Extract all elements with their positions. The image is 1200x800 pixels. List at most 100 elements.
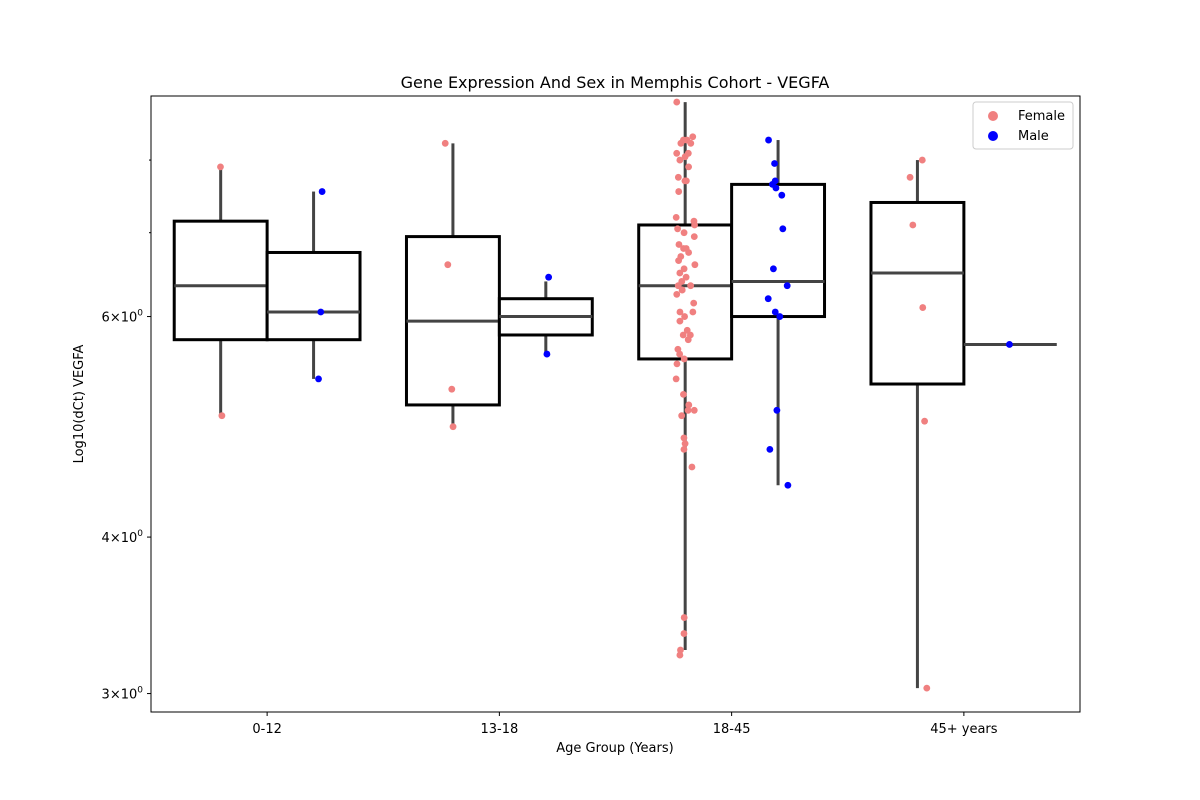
data-point-male — [771, 160, 778, 167]
data-point-female — [684, 406, 692, 414]
x-axis-label: Age Group (Years) — [556, 741, 673, 756]
data-point-female — [676, 308, 684, 316]
x-tick-label: 13-18 — [480, 722, 518, 737]
data-point-male — [766, 445, 774, 453]
data-point-female — [690, 299, 698, 307]
data-point-female — [677, 139, 685, 147]
data-point-male — [779, 225, 787, 233]
data-point-female — [673, 290, 681, 298]
data-point-female — [678, 286, 686, 294]
data-point-female — [676, 317, 684, 325]
data-point-female — [672, 375, 680, 383]
data-point-male — [776, 313, 784, 320]
x-tick-label: 18-45 — [713, 722, 751, 737]
data-point-female — [449, 423, 457, 431]
data-point-female — [676, 350, 684, 358]
data-point-female — [673, 98, 681, 106]
data-point-female — [676, 156, 684, 164]
plot-area — [172, 98, 1057, 692]
data-point-female — [218, 412, 226, 420]
box — [265, 250, 362, 342]
data-point-female — [691, 261, 699, 269]
box-group-male-18-45 — [730, 140, 827, 486]
data-point-female — [677, 646, 684, 654]
data-point-male — [783, 282, 791, 290]
box — [172, 219, 269, 342]
data-point-female — [680, 630, 688, 637]
data-point-female — [674, 282, 682, 290]
data-point-female — [681, 440, 689, 448]
data-point-male — [770, 265, 777, 273]
data-point-female — [680, 355, 688, 363]
chart-title: Gene Expression And Sex in Memphis Cohor… — [401, 73, 830, 92]
data-point-female — [680, 390, 687, 398]
x-tick-label: 45+ years — [930, 722, 998, 737]
data-point-female — [448, 385, 456, 393]
data-point-female — [906, 173, 914, 181]
data-point-male — [765, 136, 772, 144]
data-point-female — [672, 213, 680, 221]
data-point-female — [680, 265, 688, 273]
data-point-female — [690, 233, 698, 240]
data-point-male — [545, 273, 553, 281]
data-point-female — [681, 313, 688, 320]
data-point-female — [680, 614, 688, 621]
data-point-female — [675, 257, 682, 264]
data-point-male — [318, 188, 326, 195]
data-point-female — [689, 308, 697, 316]
data-point-female — [681, 177, 689, 185]
data-point-female — [675, 241, 683, 248]
data-point-female — [687, 282, 695, 290]
x-tick-label: 0-12 — [252, 722, 282, 737]
data-point-male — [772, 184, 780, 192]
data-point-female — [682, 273, 690, 281]
data-point-female — [674, 225, 681, 233]
box-group-male-0-12 — [265, 191, 362, 379]
axes: 0-12 13-18 18-45 45+ years 3×100 4×100 6×100 — [102, 159, 998, 737]
box — [730, 182, 827, 319]
data-point-female — [679, 331, 687, 339]
data-point-female — [691, 221, 698, 229]
box-group-female-0-12 — [172, 166, 269, 416]
data-point-female — [675, 188, 683, 195]
box-group-female-45-years — [869, 160, 966, 689]
y-axis-label: Log10(dCt) VEGFA — [72, 344, 87, 463]
data-point-female — [674, 173, 682, 181]
data-point-female — [685, 249, 693, 256]
data-point-female — [923, 684, 931, 692]
data-point-female — [684, 336, 692, 344]
legend-label-male: Male — [1018, 129, 1049, 144]
box-group-male-13-18 — [497, 281, 594, 355]
data-point-female — [690, 406, 698, 414]
legend-frame — [972, 101, 1074, 150]
data-point-female — [687, 139, 695, 147]
data-point-female — [673, 149, 681, 157]
data-point-male — [764, 295, 772, 303]
data-point-male — [778, 191, 786, 199]
box — [869, 200, 966, 386]
legend-label-female: Female — [1018, 109, 1065, 124]
data-point-female — [444, 261, 452, 269]
data-point-female — [680, 229, 688, 237]
data-point-female — [918, 156, 926, 164]
data-point-male — [543, 350, 551, 358]
box-group-female-18-45 — [637, 102, 734, 651]
data-point-female — [678, 412, 686, 420]
data-point-female — [217, 163, 224, 171]
data-point-female — [689, 133, 697, 141]
data-point-female — [681, 153, 689, 161]
y-tick-label: 4×100 — [102, 529, 144, 546]
data-point-female — [685, 163, 693, 171]
data-point-male — [1006, 341, 1013, 348]
legend: Female Male — [972, 101, 1074, 150]
legend-marker-male — [988, 131, 998, 141]
data-point-male — [773, 406, 781, 414]
data-point-female — [673, 360, 681, 368]
y-tick-label: 3×100 — [102, 686, 144, 703]
data-point-female — [909, 221, 917, 229]
legend-marker-female — [988, 111, 998, 121]
data-point-female — [685, 401, 693, 409]
data-point-female — [921, 417, 928, 425]
data-point-male — [315, 375, 322, 383]
